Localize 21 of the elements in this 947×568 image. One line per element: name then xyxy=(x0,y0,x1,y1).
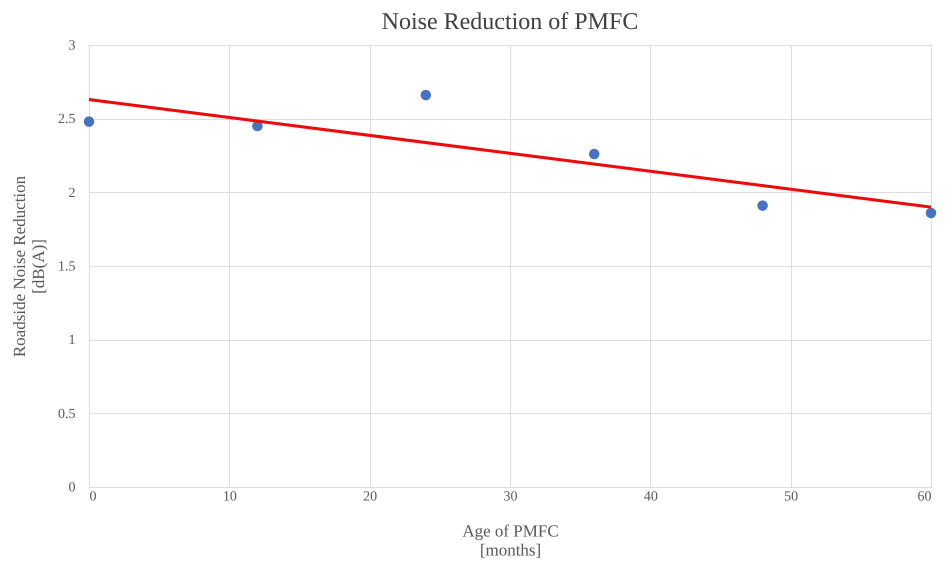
chart-title: Noise Reduction of PMFC xyxy=(382,9,638,35)
y-axis-title: Roadside Noise Reduction [dB(A)] xyxy=(10,175,48,358)
x-tick-label: 30 xyxy=(504,490,518,504)
x-axis-title: Age of PMFC [months] xyxy=(462,522,559,560)
x-tick-label: 60 xyxy=(918,490,932,504)
y-tick-label: 2.5 xyxy=(58,112,76,128)
y-tick-label: 0.5 xyxy=(58,406,76,422)
y-tick-label: 2 xyxy=(68,186,76,201)
point xyxy=(84,116,94,127)
point xyxy=(926,208,936,218)
x-tick-label: 40 xyxy=(644,490,658,504)
x-tick-label: 50 xyxy=(784,490,798,504)
x-tick-label: 20 xyxy=(363,490,378,504)
point xyxy=(420,90,432,100)
x-tick-label: 10 xyxy=(222,490,237,504)
y-tick-label: 1.5 xyxy=(58,260,76,274)
point xyxy=(588,148,600,160)
x-tick-label: 0 xyxy=(90,490,96,504)
y-tick-label: 1 xyxy=(68,333,76,348)
y-tick-label: 3 xyxy=(68,38,76,54)
point xyxy=(757,200,768,211)
